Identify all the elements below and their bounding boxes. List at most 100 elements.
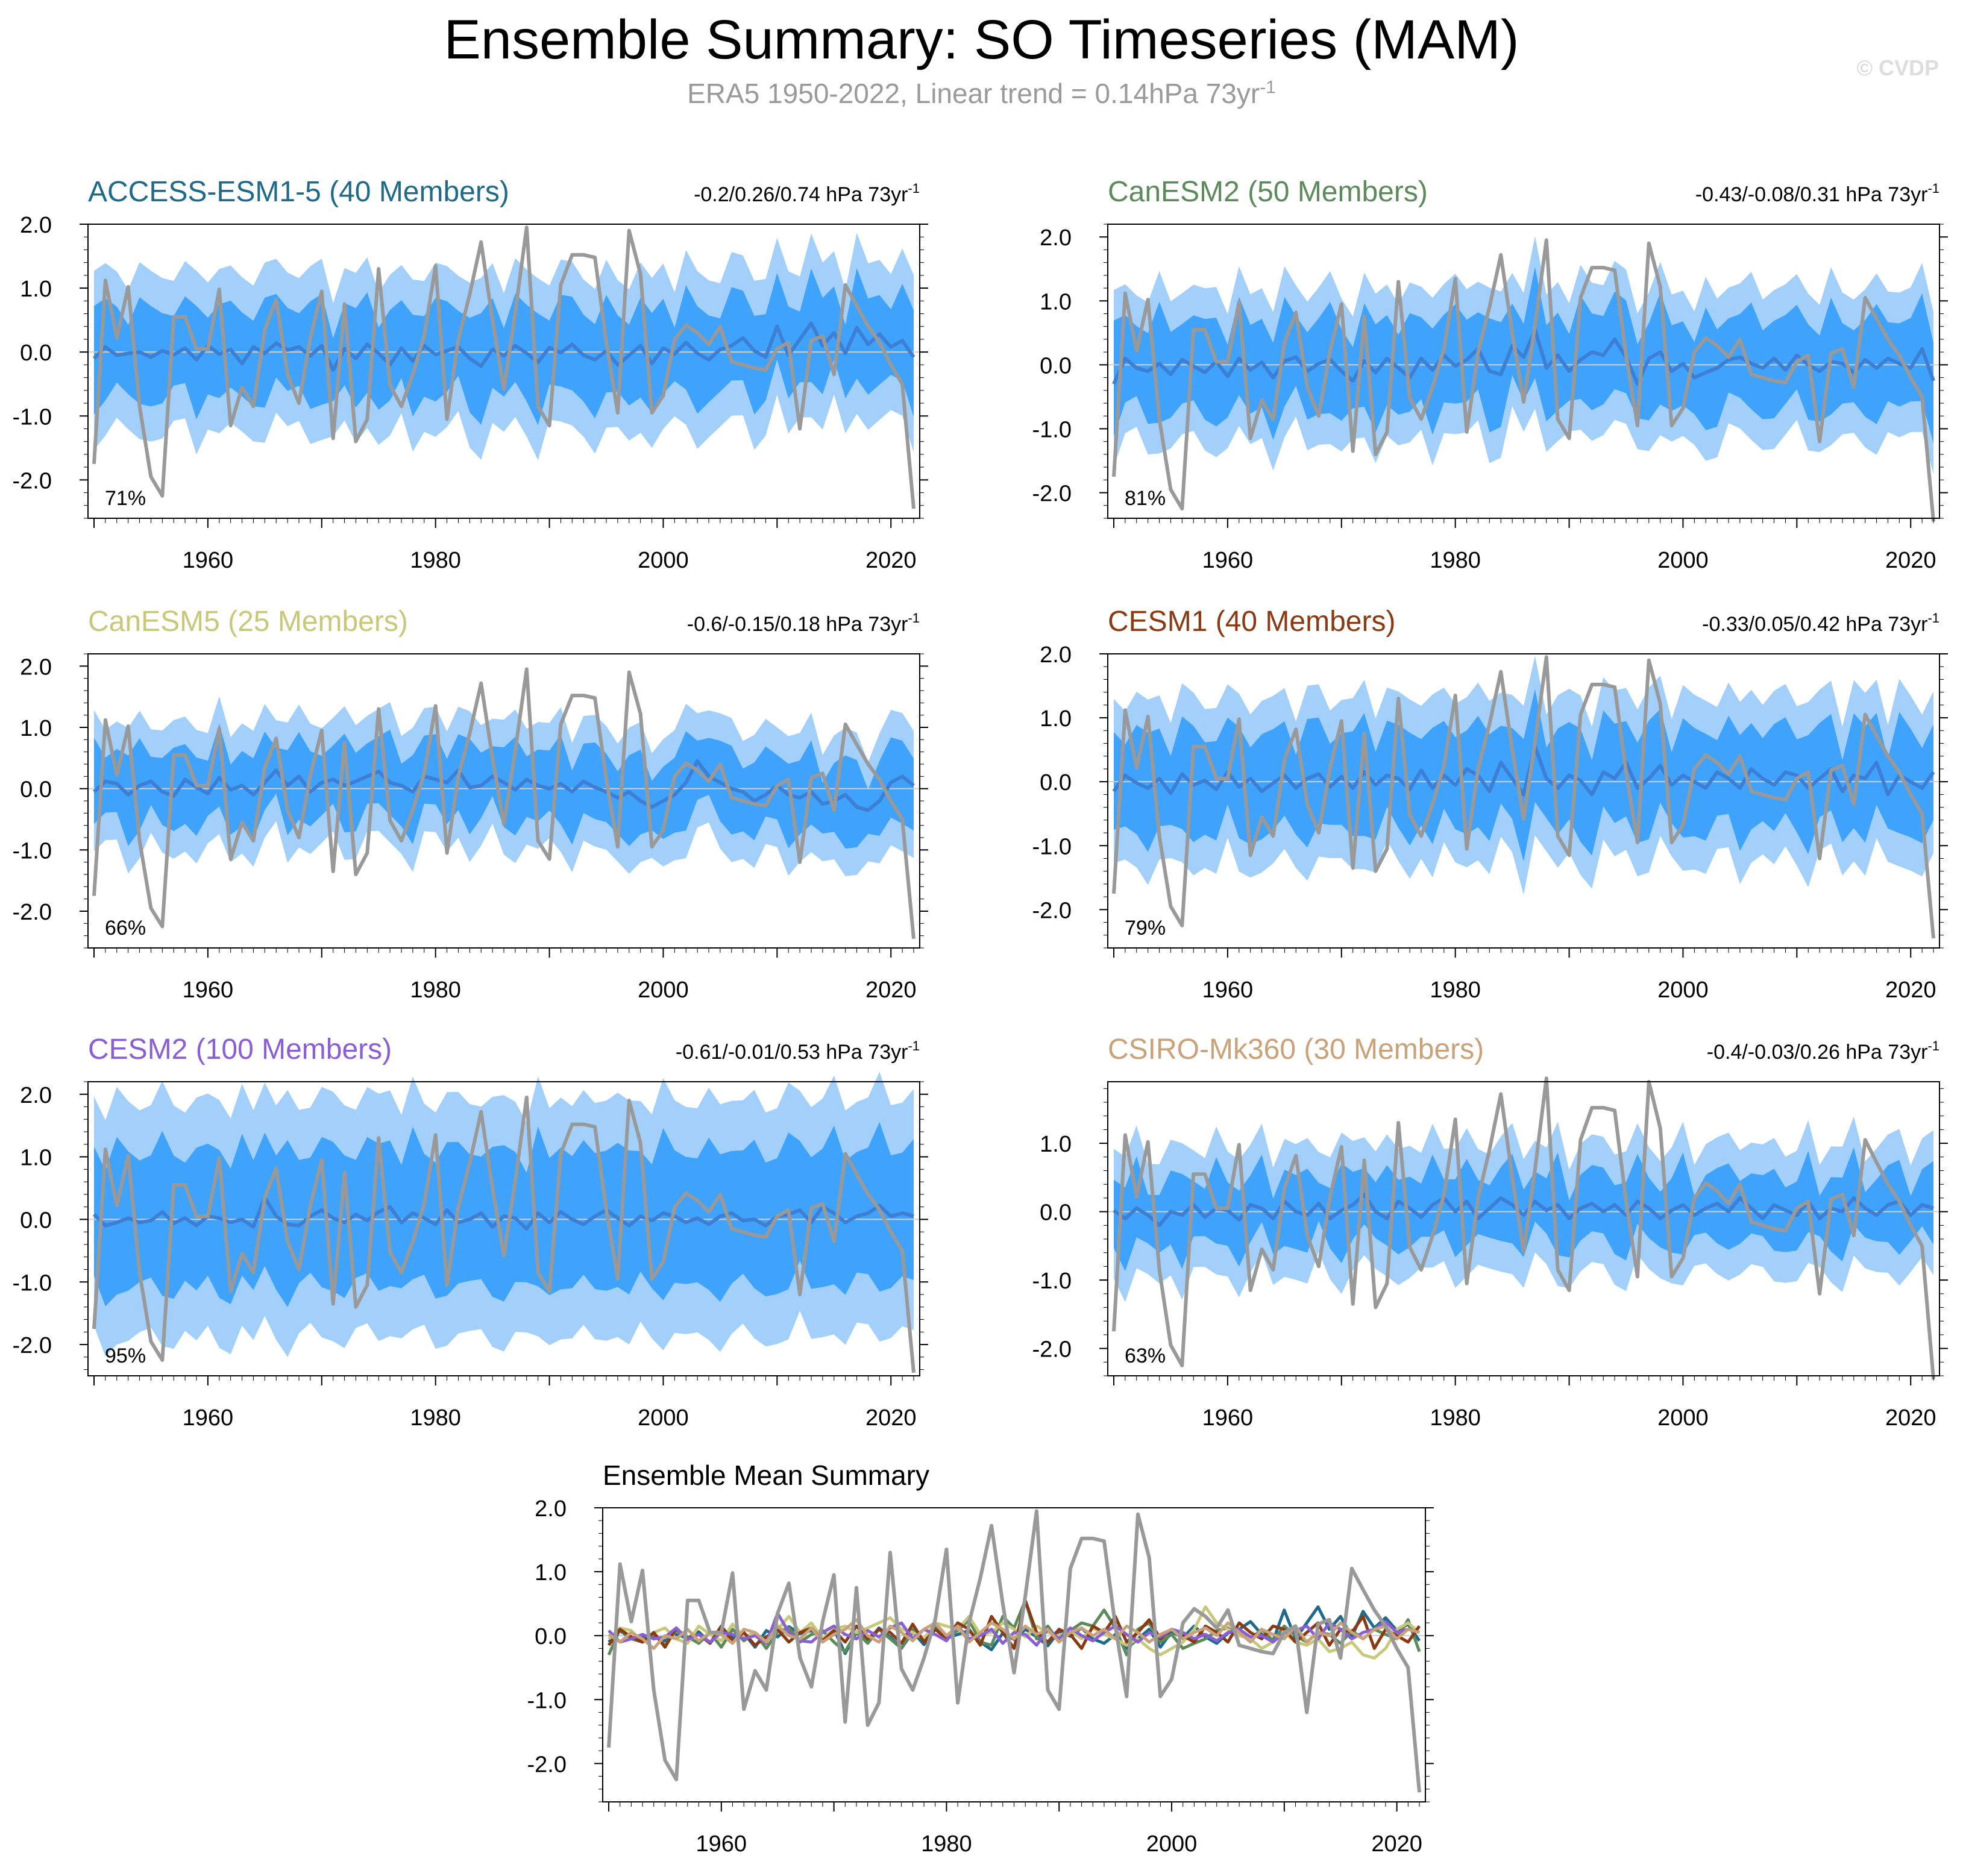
- y-tick-label: -1.0: [1032, 1269, 1072, 1294]
- x-tick-label: 1980: [921, 1831, 972, 1857]
- figure-title: Ensemble Summary: SO Timeseries (MAM): [444, 9, 1519, 71]
- series-line-era5: [607, 1509, 1421, 1793]
- y-tick-label: -1.0: [1032, 834, 1072, 859]
- series-line-era5: [1112, 655, 1935, 939]
- y-tick-label: 1.0: [535, 1560, 567, 1586]
- panel-title: CESM2 (100 Members): [88, 1034, 392, 1065]
- trend-superscript: -1: [908, 610, 920, 626]
- x-tick-label: 2000: [1146, 1831, 1198, 1857]
- panel-title: CanESM2 (50 Members): [1108, 176, 1428, 208]
- trend-label: -0.6/-0.15/0.18 hPa 73yr-1: [687, 610, 920, 636]
- percent-label: 71%: [105, 487, 146, 510]
- trend-value: -0.2/0.26/0.74 hPa 73yr: [694, 183, 908, 206]
- trend-superscript: -1: [908, 181, 920, 196]
- panel-1: ACCESS-ESM1-5 (40 Members) -0.2/0.26/0.74…: [13, 176, 928, 573]
- x-tick-label: 1980: [1430, 548, 1481, 573]
- subtitle-text: ERA5 1950-2022, Linear trend = 0.14hPa 7…: [687, 78, 1260, 109]
- y-tick-label: -2.0: [1032, 1337, 1072, 1363]
- panel-title: CSIRO-Mk360 (30 Members): [1108, 1034, 1484, 1065]
- trend-label: -0.61/-0.01/0.53 hPa 73yr-1: [676, 1038, 920, 1064]
- y-tick-label: 0.0: [1040, 353, 1072, 378]
- ensemble-mean-line: [1113, 1193, 1934, 1228]
- x-tick-label: 2000: [638, 1405, 689, 1431]
- series-line-era5: [92, 225, 916, 509]
- ensemble-mean-line: [1112, 328, 1935, 386]
- y-tick-label: 2.0: [20, 654, 52, 680]
- panel-5: CESM2 (100 Members) -0.61/-0.01/0.53 hPa …: [13, 1034, 928, 1431]
- x-tick-label: 1960: [696, 1831, 747, 1857]
- y-tick-label: 1.0: [1040, 706, 1072, 732]
- trend-value: -0.43/-0.08/0.31 hPa 73yr: [1695, 183, 1928, 206]
- x-tick-label: 1980: [410, 977, 461, 1003]
- x-tick-label: 2020: [865, 548, 917, 573]
- inner-spread-band: [1114, 1147, 1933, 1272]
- ensemble-mean-line: [92, 321, 916, 372]
- y-tick-label: 2.0: [20, 213, 52, 238]
- percent-label: 66%: [105, 917, 146, 940]
- y-tick-label: 1.0: [1040, 289, 1072, 315]
- x-tick-label: 1980: [410, 1405, 461, 1431]
- y-tick-label: -2.0: [13, 900, 52, 925]
- percent-label: 95%: [105, 1344, 146, 1367]
- x-tick-label: 1980: [1430, 977, 1481, 1003]
- series-line-era5: [92, 1096, 916, 1373]
- y-tick-label: 1.0: [20, 277, 52, 302]
- inner-spread-band: [94, 268, 914, 425]
- y-tick-label: 2.0: [535, 1496, 567, 1522]
- trend-label: -0.2/0.26/0.74 hPa 73yr-1: [694, 181, 920, 206]
- trend-value: -0.4/-0.03/0.26 hPa 73yr: [1707, 1041, 1928, 1064]
- x-tick-label: 1980: [410, 548, 461, 573]
- trend-label: -0.33/0.05/0.42 hPa 73yr-1: [1702, 610, 1939, 636]
- figure-subtitle: ERA5 1950-2022, Linear trend = 0.14hPa 7…: [0, 77, 1963, 110]
- panel-title: Ensemble Mean Summary: [603, 1460, 929, 1491]
- panel-4: CESM1 (40 Members) -0.33/0.05/0.42 hPa 73…: [1032, 606, 1948, 1003]
- x-tick-label: 1980: [1430, 1405, 1481, 1431]
- x-tick-label: 1960: [1202, 977, 1254, 1003]
- panel-title: ACCESS-ESM1-5 (40 Members): [88, 176, 509, 208]
- subtitle-superscript: -1: [1260, 77, 1276, 98]
- trend-superscript: -1: [1927, 1038, 1939, 1053]
- x-tick-label: 1960: [1202, 1405, 1254, 1431]
- trend-label: -0.43/-0.08/0.31 hPa 73yr-1: [1695, 181, 1939, 206]
- y-tick-label: -2.0: [13, 468, 52, 494]
- percent-label: 63%: [1125, 1344, 1166, 1367]
- y-tick-label: -1.0: [13, 1270, 52, 1296]
- x-tick-label: 2000: [1657, 1405, 1709, 1431]
- y-tick-label: 0.0: [535, 1624, 567, 1649]
- series-line-cesm1: [607, 1599, 1421, 1650]
- y-tick-label: -2.0: [1032, 482, 1072, 507]
- y-tick-label: -2.0: [527, 1752, 567, 1777]
- x-tick-label: 2000: [638, 548, 689, 573]
- x-tick-label: 1960: [183, 977, 234, 1003]
- x-tick-label: 2020: [865, 1405, 917, 1431]
- y-tick-label: -1.0: [527, 1688, 567, 1713]
- y-tick-label: 2.0: [1040, 225, 1072, 251]
- trend-value: -0.6/-0.15/0.18 hPa 73yr: [687, 613, 908, 636]
- y-tick-label: 0.0: [1040, 770, 1072, 795]
- y-tick-label: -1.0: [13, 404, 52, 430]
- y-tick-label: 0.0: [20, 340, 52, 366]
- trend-value: -0.61/-0.01/0.53 hPa 73yr: [676, 1041, 908, 1064]
- series-line-csiro-mk360: [608, 1618, 1420, 1650]
- panel-6: CSIRO-Mk360 (30 Members) -0.4/-0.03/0.26 …: [1032, 1034, 1948, 1431]
- series-line-era5: [92, 667, 916, 940]
- x-tick-label: 2020: [1885, 977, 1936, 1003]
- y-tick-label: 1.0: [1040, 1132, 1072, 1157]
- y-tick-label: -2.0: [1032, 898, 1072, 923]
- credit-watermark: © CVDP: [1856, 55, 1939, 80]
- y-tick-label: 1.0: [20, 1146, 52, 1171]
- panel-title: CESM1 (40 Members): [1108, 606, 1395, 638]
- y-tick-label: 0.0: [20, 777, 52, 803]
- panel-title: CanESM5 (25 Members): [88, 606, 408, 638]
- trend-value: -0.33/0.05/0.42 hPa 73yr: [1702, 613, 1927, 636]
- panel-3: CanESM5 (25 Members) -0.6/-0.15/0.18 hPa …: [13, 606, 928, 1003]
- x-tick-label: 1960: [183, 548, 234, 573]
- percent-label: 81%: [1125, 487, 1166, 510]
- inner-spread-band: [1114, 689, 1933, 862]
- y-tick-label: -1.0: [13, 838, 52, 864]
- y-tick-label: 0.0: [1040, 1200, 1072, 1226]
- x-tick-label: 2000: [1657, 548, 1709, 573]
- y-tick-label: 1.0: [20, 716, 52, 741]
- percent-label: 79%: [1125, 917, 1166, 940]
- x-tick-label: 2020: [1885, 1405, 1936, 1431]
